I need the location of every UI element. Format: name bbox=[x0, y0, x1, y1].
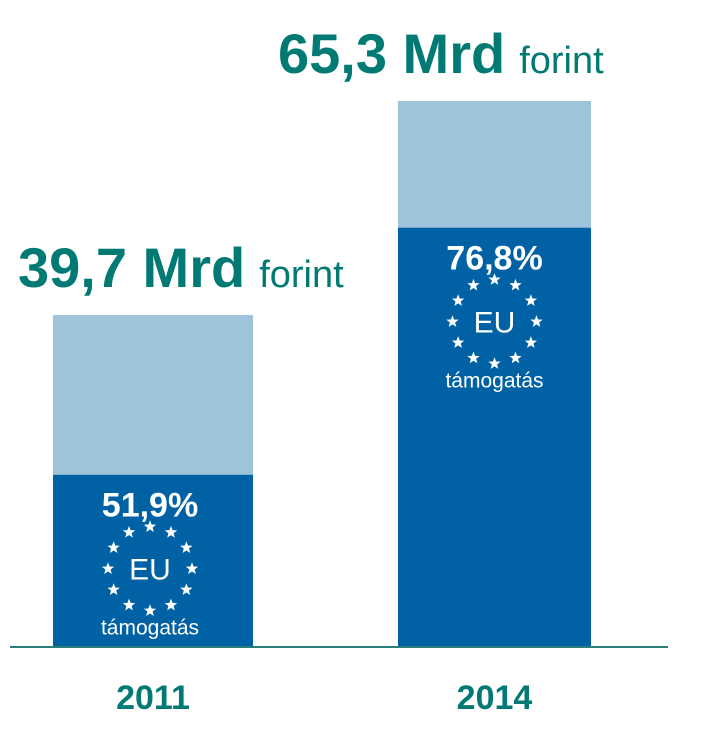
eu-star bbox=[524, 294, 538, 306]
eu-star bbox=[180, 541, 193, 553]
eu-star bbox=[143, 604, 157, 616]
total-label-2014: 65,3 Mrd forint bbox=[278, 22, 604, 85]
total-unit: forint bbox=[259, 254, 344, 296]
category-label-2014: 2014 bbox=[457, 679, 533, 717]
total-value: 39,7 Mrd bbox=[18, 236, 245, 299]
eu-star bbox=[446, 315, 459, 327]
eu-star bbox=[101, 562, 115, 574]
eu-star bbox=[180, 583, 193, 595]
eu-star bbox=[530, 315, 543, 327]
bar-remainder-2014 bbox=[398, 101, 591, 228]
bar-eu-share-2014 bbox=[398, 227, 591, 647]
eu-star bbox=[451, 294, 465, 306]
eu-star bbox=[122, 525, 136, 538]
eu-star bbox=[467, 278, 480, 291]
eu-share-label-2011: 51,9% bbox=[102, 487, 198, 525]
eu-star bbox=[107, 541, 120, 553]
eu-share-label-2014: 76,8% bbox=[446, 240, 542, 278]
eu-text-2011: EU bbox=[129, 554, 171, 587]
total-label-2011: 39,7 Mrd forint bbox=[18, 236, 344, 299]
category-label-2011: 2011 bbox=[116, 679, 190, 717]
eu-star bbox=[143, 520, 157, 532]
eu-star bbox=[467, 351, 480, 364]
bar-eu-share-2011 bbox=[53, 474, 253, 647]
eu-star bbox=[107, 583, 120, 595]
total-value: 65,3 Mrd bbox=[278, 22, 505, 85]
support-label-2014: támogatás bbox=[445, 370, 543, 393]
eu-star bbox=[451, 336, 465, 348]
bar-remainder-2011 bbox=[53, 315, 253, 475]
eu-text-2014: EU bbox=[474, 307, 516, 340]
support-label-2011: támogatás bbox=[101, 617, 199, 640]
eu-star bbox=[524, 336, 538, 348]
eu-star bbox=[164, 525, 178, 538]
total-unit: forint bbox=[519, 40, 604, 82]
eu-stars-icon bbox=[446, 273, 543, 369]
eu-star bbox=[185, 562, 199, 574]
eu-star bbox=[488, 273, 501, 285]
eu-star bbox=[509, 278, 522, 291]
eu-star bbox=[164, 598, 178, 611]
eu-star bbox=[509, 351, 522, 364]
eu-star bbox=[488, 357, 501, 369]
eu-stars-icon bbox=[101, 520, 199, 616]
eu-star bbox=[122, 598, 136, 611]
